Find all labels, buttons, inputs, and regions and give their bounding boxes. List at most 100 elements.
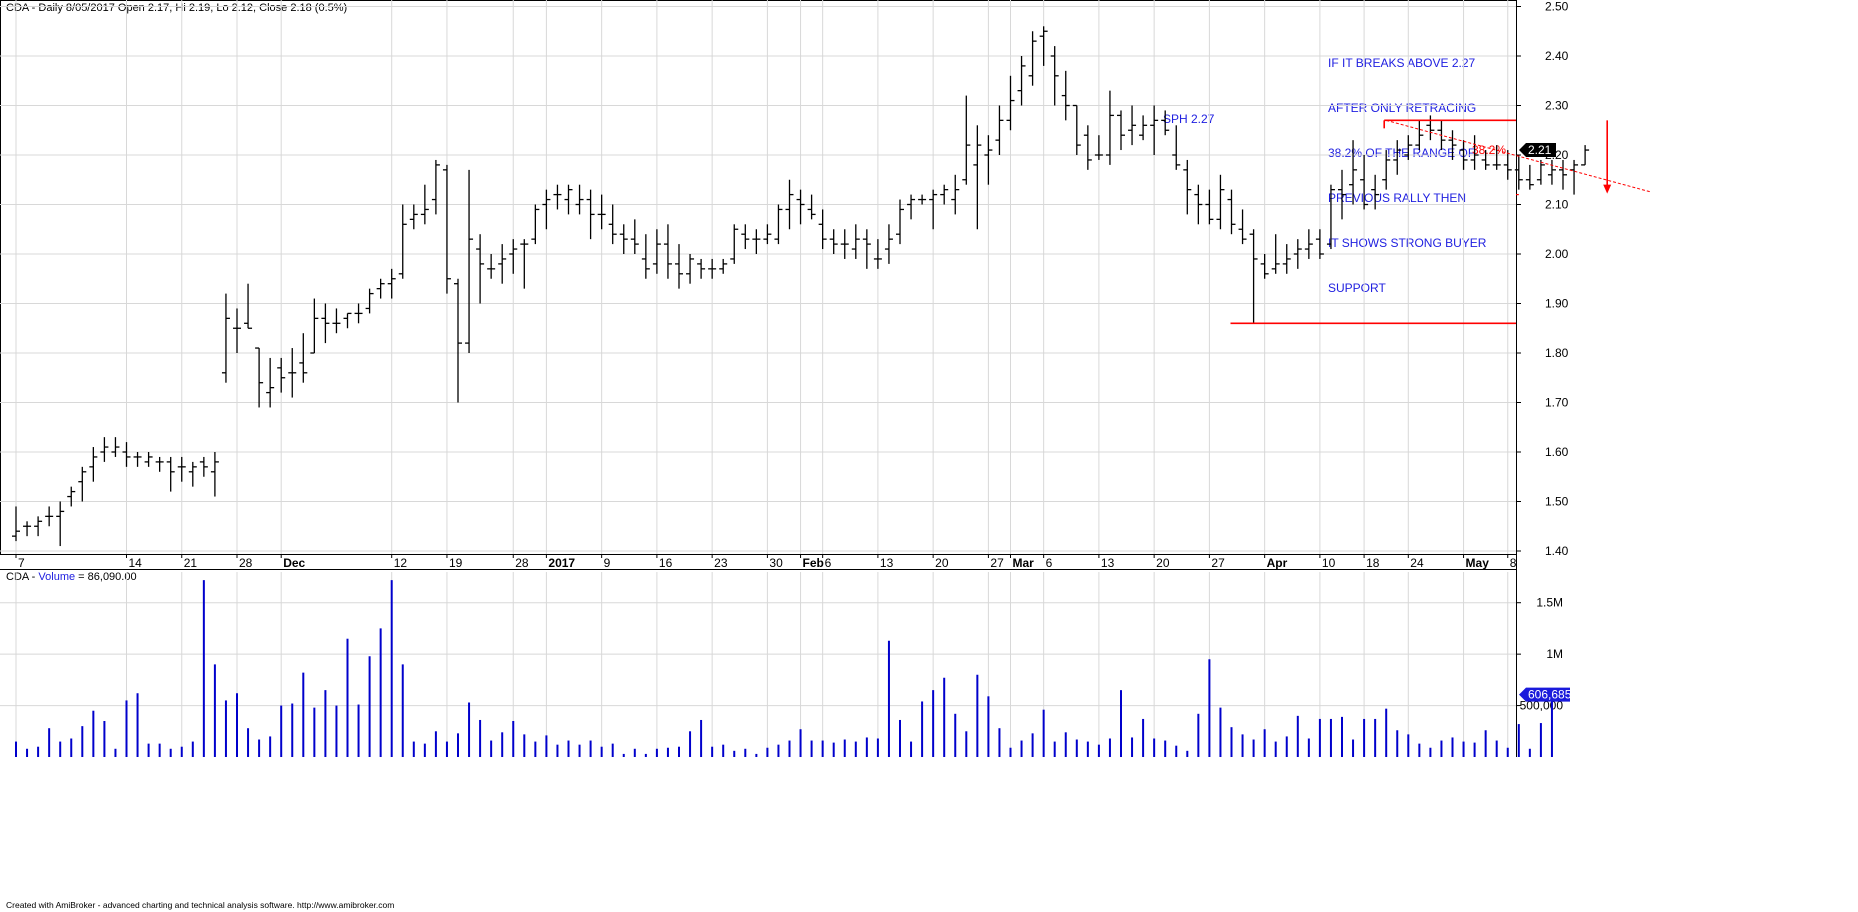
ohlc-bar [376,278,385,299]
ohlc-bar [343,312,352,329]
ohlc-bar [398,204,407,279]
ohlc-bar [741,224,750,250]
note-line: SUPPORT [1328,281,1386,295]
ohlc-bar [199,456,208,477]
x-axis-label: 19 [449,556,463,570]
ohlc-bar [310,298,319,354]
x-axis-label: 24 [1410,556,1424,570]
price-axis-label: 2.00 [1545,247,1569,261]
ohlc-bar [1503,150,1512,180]
ohlc-bar [1581,145,1590,166]
ohlc-bar [1338,169,1346,220]
ohlc-bar [1293,239,1302,269]
ohlc-bar [995,105,1004,155]
retrace-label: 38.2% [1472,143,1507,157]
ohlc-bar [663,224,672,279]
ohlc-bar [45,506,54,527]
ohlc-bar [67,486,76,507]
volume-symbol: CDA - [6,571,36,583]
ohlc-bar [1150,105,1159,155]
downtrend-line [1386,119,1652,193]
price-chart-title: CDA - Daily 8/05/2017 Open 2.17, Hi 2.19… [6,2,348,14]
ohlc-bar [299,333,308,383]
ohlc-bar [1492,145,1501,170]
ohlc-bar [1393,140,1402,175]
ohlc-bar [962,95,971,185]
ohlc-bar [1161,110,1170,136]
ohlc-bar [818,209,827,250]
price-pane-frame [0,0,1517,555]
ohlc-bar [1072,104,1081,155]
x-axis-label: 9 [604,556,611,570]
x-axis-label: 2017 [548,556,575,570]
ohlc-bar [1514,155,1523,190]
ohlc-bar [929,189,938,230]
ohlc-bar [641,234,650,279]
ohlc-bar [1470,135,1479,170]
ohlc-bar [873,239,882,269]
volume-axis-label: 1M [1546,647,1563,661]
sph-label: SPH 2.27 [1163,112,1215,126]
ohlc-bar [1404,135,1413,160]
ohlc-bar [56,501,65,547]
ohlc-bar [122,442,131,467]
ohlc-bar [896,199,904,245]
ohlc-bar [1183,159,1192,215]
ohlc-bar [1448,130,1457,160]
volume-value: = 86,090.00 [78,571,137,583]
ohlc-bar [708,258,717,279]
ohlc-bar [807,194,816,220]
ohlc-bar [1271,234,1280,274]
ohlc-bar [1315,229,1324,259]
price-axis-label: 1.90 [1545,297,1569,311]
ohlc-bar [111,437,120,457]
price-axis-label: 1.70 [1545,396,1569,410]
ohlc-bar [575,184,584,215]
x-axis-label: 18 [1366,556,1380,570]
ohlc-bar [630,219,639,254]
ohlc-bar [774,204,783,245]
price-axis-label: 1.60 [1545,445,1569,459]
last-price-tag-label: 2.21 [1528,143,1552,157]
ohlc-bar [177,456,186,482]
ohlc-bar [166,456,175,492]
ohlc-bar [1094,135,1103,160]
x-axis-label: 6 [825,556,832,570]
ohlc-bar [1415,120,1424,151]
ohlc-bar [1117,110,1125,151]
ohlc-bar [1006,75,1015,131]
price-axis-label: 1.50 [1545,495,1569,509]
ohlc-bar [851,224,860,259]
ohlc-bar [332,308,341,334]
ohlc-bar [255,347,264,408]
ohlc-bar [1083,125,1092,170]
x-axis-label: 6 [1046,556,1053,570]
ohlc-bar [23,521,32,537]
x-axis-label: 16 [659,556,673,570]
ohlc-bar [487,254,496,279]
ohlc-bar [608,204,617,245]
ohlc-bar [1570,159,1579,195]
ohlc-bar [1194,184,1203,225]
ohlc-bar [1481,150,1490,170]
x-axis-label: 12 [394,556,408,570]
ohlc-bar [431,159,440,215]
ohlc-bar [763,224,772,245]
ohlc-bar [697,258,706,279]
footer-credit: Created with AmiBroker - advanced charti… [6,900,395,910]
ohlc-bar [1459,140,1468,170]
ohlc-bar [907,194,916,220]
ohlc-bar [1282,244,1291,274]
last-volume-tag-label: 606,685 [1528,688,1572,702]
ohlc-bar [266,357,275,408]
ohlc-bar [1216,174,1225,230]
ohlc-bar [862,229,871,269]
ohlc-bar [1227,189,1236,235]
x-axis-label: 30 [769,556,783,570]
ohlc-bar [1139,115,1148,141]
price-axis-label: 2.40 [1545,49,1569,63]
volume-axis-label: 1.5M [1536,596,1563,610]
ohlc-bar [420,184,429,225]
ohlc-bar [1525,164,1534,190]
ohlc-bar [476,234,485,304]
